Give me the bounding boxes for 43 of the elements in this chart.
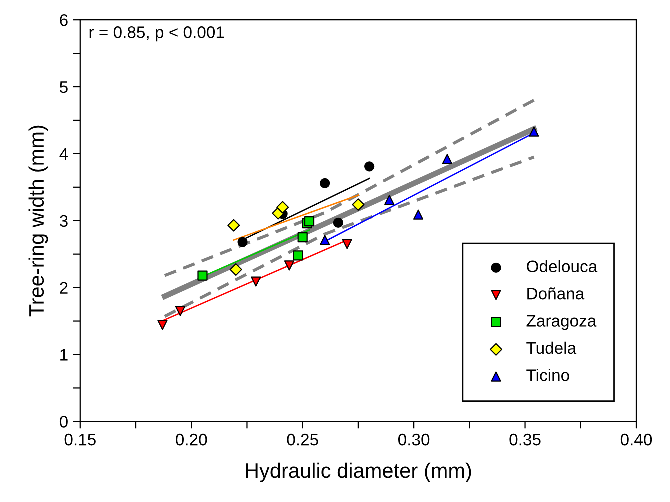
- y-tick-label: 6: [60, 14, 68, 26]
- point: [352, 198, 365, 212]
- point: [364, 162, 375, 172]
- y-tick-label: 5: [60, 82, 68, 94]
- y-tick-label: 2: [60, 282, 68, 294]
- y-tick-label: 3: [60, 215, 68, 228]
- point: [333, 218, 344, 228]
- point: [442, 154, 452, 164]
- y-tick-label: 0: [60, 416, 68, 428]
- legend-label: Tudela: [526, 342, 577, 354]
- point: [384, 195, 395, 206]
- point: [198, 270, 208, 281]
- point: [175, 306, 186, 316]
- x-tick-label: 0.35: [510, 434, 541, 446]
- x-tick-label: 0.25: [287, 434, 318, 446]
- legend-label: Ticino: [526, 369, 570, 382]
- text: 0.40: [620, 434, 652, 446]
- y-axis-title: Tree-ring width (mm): [28, 126, 48, 317]
- text: 0.30: [398, 434, 430, 446]
- legend-label: Odelouca: [527, 260, 598, 273]
- point: [293, 250, 304, 261]
- point: [529, 126, 540, 137]
- point: [342, 239, 352, 250]
- point: [284, 260, 295, 271]
- legend-label: Zaragoza: [526, 315, 597, 330]
- point: [230, 263, 242, 276]
- point: [158, 320, 168, 330]
- text: 0.20: [176, 434, 208, 446]
- y-tick-label: 4: [60, 148, 68, 160]
- point: [238, 237, 248, 248]
- point: [413, 210, 424, 220]
- x-tick-label: 0.15: [64, 434, 96, 446]
- point: [304, 216, 315, 227]
- annotation: r = 0.85, p < 0.001: [90, 26, 224, 42]
- point: [320, 235, 330, 246]
- point: [298, 232, 308, 243]
- x-axis-title: Hydraulic diameter (mm): [246, 462, 472, 482]
- point: [251, 276, 262, 287]
- point: [276, 201, 290, 214]
- point: [228, 219, 240, 232]
- legend-label: Doñana: [528, 288, 585, 300]
- point: [320, 178, 330, 188]
- y-tick-label: 1: [60, 349, 68, 361]
